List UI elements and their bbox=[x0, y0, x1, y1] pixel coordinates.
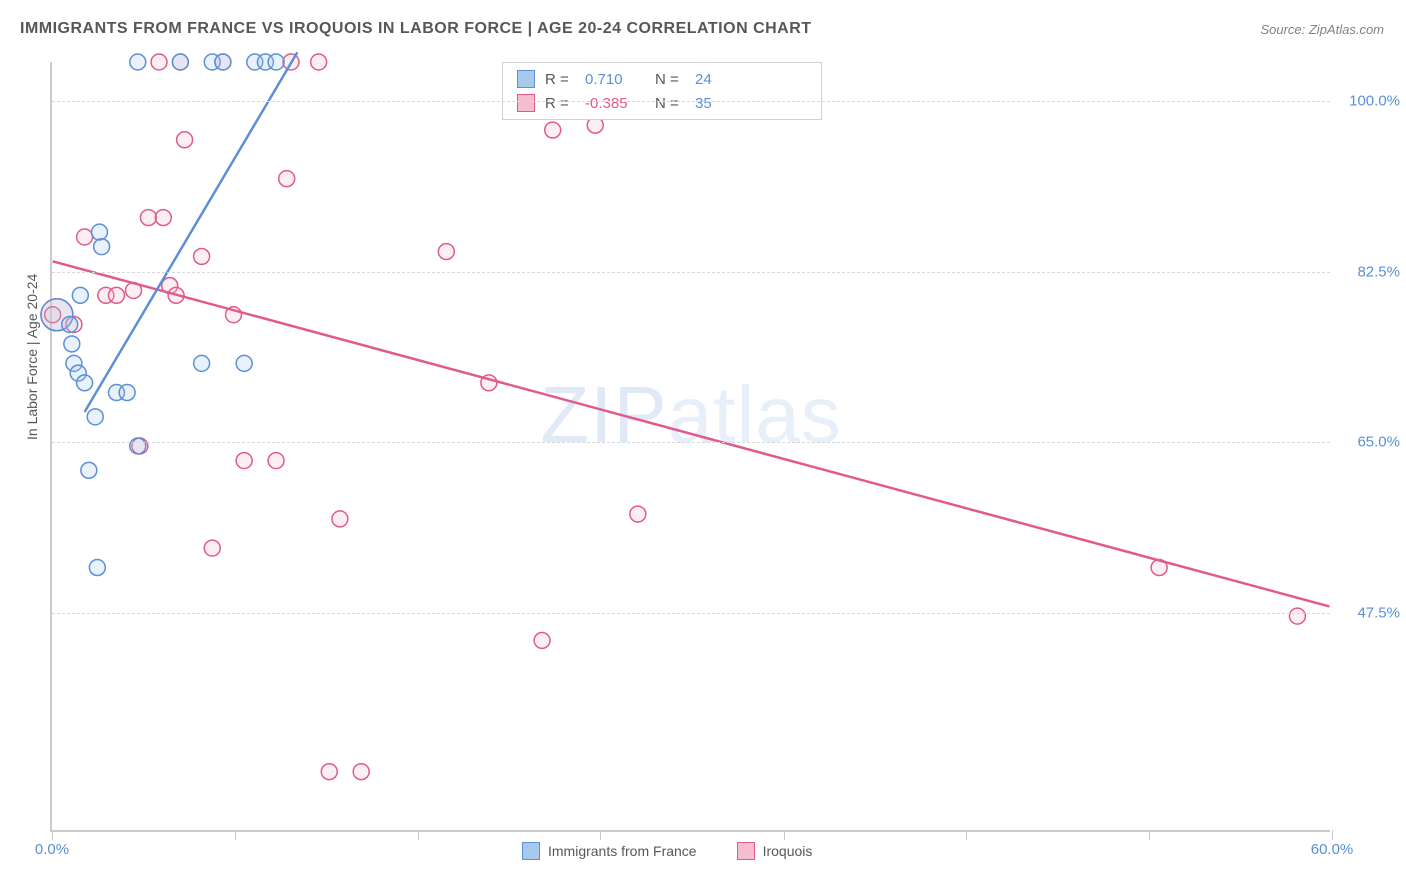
scatter-point-b bbox=[438, 244, 454, 260]
scatter-point-a bbox=[81, 462, 97, 478]
x-tick bbox=[1332, 830, 1333, 840]
y-tick-label: 100.0% bbox=[1340, 92, 1400, 109]
swatch-legend-b bbox=[737, 842, 755, 860]
scatter-point-a bbox=[91, 224, 107, 240]
scatter-point-a bbox=[119, 385, 135, 401]
n-label-b: N = bbox=[655, 95, 685, 112]
stats-row-a: R = 0.710 N = 24 bbox=[503, 67, 821, 91]
scatter-point-b bbox=[77, 229, 93, 245]
scatter-point-b bbox=[109, 287, 125, 303]
scatter-point-a bbox=[130, 54, 146, 70]
scatter-point-b bbox=[236, 453, 252, 469]
scatter-point-b bbox=[204, 540, 220, 556]
trend-line-b bbox=[53, 261, 1330, 606]
x-tick bbox=[52, 830, 53, 840]
trend-line-a bbox=[85, 52, 298, 412]
x-tick bbox=[418, 830, 419, 840]
scatter-point-a bbox=[77, 375, 93, 391]
r-value-b: -0.385 bbox=[585, 95, 645, 112]
scatter-point-b bbox=[140, 210, 156, 226]
scatter-point-b bbox=[630, 506, 646, 522]
scatter-point-a bbox=[72, 287, 88, 303]
n-value-b: 35 bbox=[695, 95, 755, 112]
x-tick bbox=[966, 830, 967, 840]
scatter-point-b bbox=[545, 122, 561, 138]
stats-row-b: R = -0.385 N = 35 bbox=[503, 91, 821, 115]
n-label-a: N = bbox=[655, 71, 685, 88]
swatch-legend-a bbox=[522, 842, 540, 860]
legend-item-a: Immigrants from France bbox=[522, 842, 697, 860]
r-label-b: R = bbox=[545, 95, 575, 112]
x-tick bbox=[235, 830, 236, 840]
scatter-point-a bbox=[172, 54, 188, 70]
scatter-point-b bbox=[353, 764, 369, 780]
scatter-point-a bbox=[236, 355, 252, 371]
scatter-point-b bbox=[155, 210, 171, 226]
scatter-point-a bbox=[64, 336, 80, 352]
y-tick-label: 47.5% bbox=[1340, 604, 1400, 621]
legend-label-a: Immigrants from France bbox=[548, 843, 697, 859]
gridline-h bbox=[52, 613, 1330, 614]
x-tick-label: 0.0% bbox=[35, 841, 69, 858]
gridline-h bbox=[52, 442, 1330, 443]
n-value-a: 24 bbox=[695, 71, 755, 88]
stats-legend-box: R = 0.710 N = 24 R = -0.385 N = 35 bbox=[502, 62, 822, 120]
scatter-point-b bbox=[311, 54, 327, 70]
swatch-a bbox=[517, 70, 535, 88]
scatter-point-a bbox=[215, 54, 231, 70]
x-tick-label: 60.0% bbox=[1311, 841, 1354, 858]
x-tick bbox=[600, 830, 601, 840]
scatter-point-b bbox=[321, 764, 337, 780]
x-tick bbox=[784, 830, 785, 840]
scatter-point-b bbox=[177, 132, 193, 148]
scatter-point-a bbox=[268, 54, 284, 70]
scatter-point-b bbox=[534, 632, 550, 648]
scatter-point-b bbox=[268, 453, 284, 469]
scatter-point-b bbox=[151, 54, 167, 70]
swatch-b bbox=[517, 94, 535, 112]
scatter-point-b bbox=[194, 248, 210, 264]
scatter-point-a bbox=[130, 438, 146, 454]
scatter-point-a bbox=[194, 355, 210, 371]
chart-title: IMMIGRANTS FROM FRANCE VS IROQUOIS IN LA… bbox=[20, 20, 812, 38]
scatter-point-a bbox=[87, 409, 103, 425]
scatter-point-a bbox=[94, 239, 110, 255]
legend-label-b: Iroquois bbox=[763, 843, 813, 859]
scatter-point-b bbox=[1289, 608, 1305, 624]
scatter-point-b bbox=[279, 171, 295, 187]
x-axis-legend: Immigrants from France Iroquois bbox=[522, 842, 812, 860]
y-axis-label: In Labor Force | Age 20-24 bbox=[24, 274, 40, 440]
scatter-point-a bbox=[89, 560, 105, 576]
gridline-h bbox=[52, 272, 1330, 273]
gridline-h bbox=[52, 101, 1330, 102]
y-tick-label: 82.5% bbox=[1340, 263, 1400, 280]
legend-item-b: Iroquois bbox=[737, 842, 813, 860]
plot-area: ZIPatlas R = 0.710 N = 24 R = -0.385 N =… bbox=[50, 62, 1330, 832]
chart-svg bbox=[52, 62, 1330, 830]
r-label-a: R = bbox=[545, 71, 575, 88]
y-tick-label: 65.0% bbox=[1340, 434, 1400, 451]
scatter-point-b bbox=[332, 511, 348, 527]
x-tick bbox=[1149, 830, 1150, 840]
r-value-a: 0.710 bbox=[585, 71, 645, 88]
source-label: Source: ZipAtlas.com bbox=[1260, 22, 1384, 37]
scatter-point-a bbox=[62, 317, 78, 333]
